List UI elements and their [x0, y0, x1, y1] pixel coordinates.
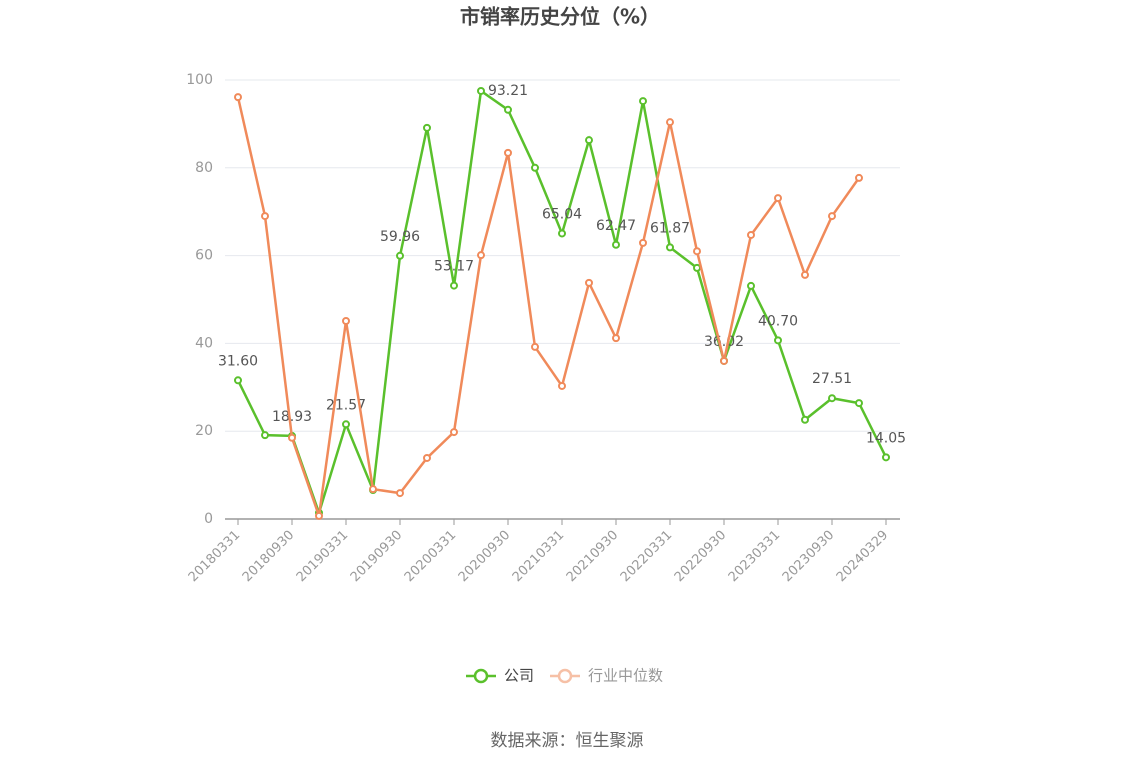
point	[396, 489, 404, 498]
x-tick-label: 20190930	[348, 528, 405, 585]
chart-title: 市销率历史分位（%）	[460, 5, 660, 29]
data-label: 62.47	[596, 218, 636, 234]
data-label: 40.70	[758, 313, 798, 329]
source-note: 数据来源：恒生聚源	[491, 731, 644, 751]
y-tick-label: 0	[204, 511, 213, 527]
x-tick-label: 20210930	[564, 528, 621, 585]
y-tick-label: 80	[195, 160, 213, 176]
x-tick-label: 20240329	[834, 528, 891, 585]
y-tick-label: 60	[195, 248, 213, 264]
data-label: 59.96	[380, 229, 420, 245]
point	[774, 194, 782, 203]
point	[585, 278, 593, 287]
point	[531, 163, 539, 172]
point	[261, 212, 269, 221]
point	[666, 243, 674, 252]
point	[639, 97, 647, 106]
point	[504, 105, 512, 114]
point	[612, 334, 620, 343]
data-label: 18.93	[272, 409, 312, 425]
x-tick-label: 20230331	[726, 528, 783, 585]
point	[693, 263, 701, 272]
point	[261, 431, 269, 440]
point	[558, 229, 566, 238]
x-tick-label: 20200930	[456, 528, 513, 585]
point	[855, 173, 863, 182]
point	[747, 281, 755, 290]
point	[720, 356, 728, 365]
point	[450, 281, 458, 290]
point	[477, 251, 485, 260]
point	[531, 342, 539, 351]
y-tick-label: 20	[195, 423, 213, 439]
data-label: 14.05	[866, 430, 906, 446]
series-line	[236, 96, 861, 517]
data-label: 36.02	[704, 334, 744, 350]
x-tick-label: 20220930	[672, 528, 729, 585]
point	[828, 394, 836, 403]
point	[747, 230, 755, 239]
point	[585, 136, 593, 145]
x-tick-label: 20180331	[186, 528, 243, 585]
x-tick-label: 20180930	[240, 528, 297, 585]
legend-label: 行业中位数	[588, 667, 663, 685]
point	[288, 433, 296, 442]
x-tick-label: 20230930	[780, 528, 837, 585]
legend-marker	[473, 668, 489, 684]
point	[774, 336, 782, 345]
point	[315, 511, 323, 520]
point	[423, 453, 431, 462]
data-label: 27.51	[812, 371, 852, 387]
data-label: 53.17	[434, 259, 474, 275]
x-tick-label: 20210331	[510, 528, 567, 585]
point	[423, 123, 431, 132]
point	[450, 428, 458, 437]
point	[882, 453, 890, 462]
point	[234, 376, 242, 385]
x-tick-label: 20200331	[402, 528, 459, 585]
point	[693, 247, 701, 256]
point	[477, 86, 485, 95]
point	[639, 238, 647, 247]
legend-label: 公司	[504, 667, 534, 685]
point	[828, 212, 836, 221]
point	[612, 240, 620, 249]
point	[855, 399, 863, 408]
y-tick-label: 100	[186, 72, 213, 88]
legend-marker	[557, 668, 573, 684]
point	[369, 485, 377, 494]
y-tick-label: 40	[195, 335, 213, 351]
point	[558, 381, 566, 390]
data-label: 65.04	[542, 206, 582, 222]
point	[801, 270, 809, 279]
point	[801, 415, 809, 424]
point	[342, 420, 350, 429]
point	[666, 118, 674, 127]
point	[396, 251, 404, 260]
data-label: 93.21	[488, 83, 528, 99]
point	[504, 148, 512, 157]
point	[234, 93, 242, 102]
x-tick-label: 20190331	[294, 528, 351, 585]
series-line	[236, 88, 888, 517]
x-tick-label: 20220331	[618, 528, 675, 585]
data-label: 31.60	[218, 353, 258, 369]
point	[342, 317, 350, 326]
data-label: 61.87	[650, 220, 690, 236]
